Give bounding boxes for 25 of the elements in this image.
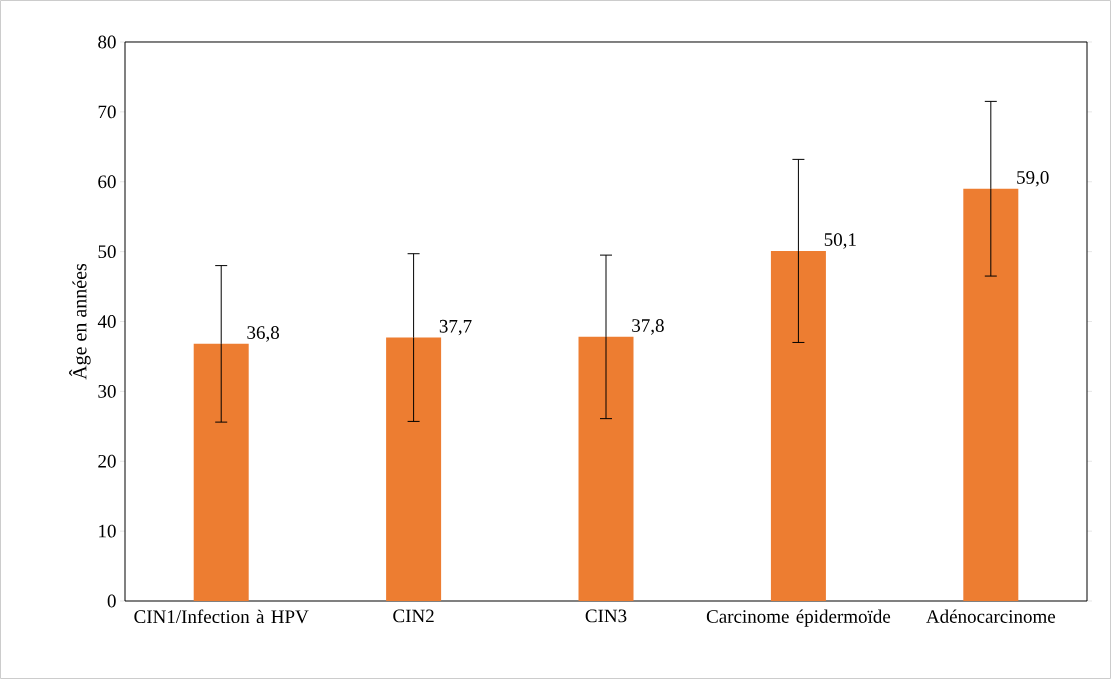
bar [193,343,249,601]
x-tick-label: CIN2 [393,609,434,623]
x-tick-label: CIN1/Infection à HPV [134,609,309,624]
y-tick-label: 80 [98,35,116,49]
data-label: 36,8 [247,326,280,342]
bar [963,188,1019,601]
y-tick-label: 20 [98,454,116,468]
y-tick-label: 10 [99,524,116,538]
data-label: 50,1 [824,233,856,249]
bar [386,337,442,601]
bar [770,250,826,601]
bar [578,336,634,601]
y-tick-label: 40 [97,315,116,328]
data-label: 37,7 [439,319,472,336]
x-tick-label: Carcinome épidermoïde [706,609,891,627]
y-tick-label: 50 [98,245,116,259]
y-tick-label: 70 [98,105,116,119]
x-tick-label: Adénocarcinome [926,609,1056,623]
data-label: 59,0 [1017,170,1049,187]
y-tick-label: 30 [98,384,116,398]
y-tick-label: 0 [107,594,116,608]
y-axis-title: Âge en années [69,263,91,380]
x-tick-label: CIN3 [585,609,627,623]
y-tick-label: 60 [98,175,116,189]
data-label: 37,8 [632,319,664,335]
